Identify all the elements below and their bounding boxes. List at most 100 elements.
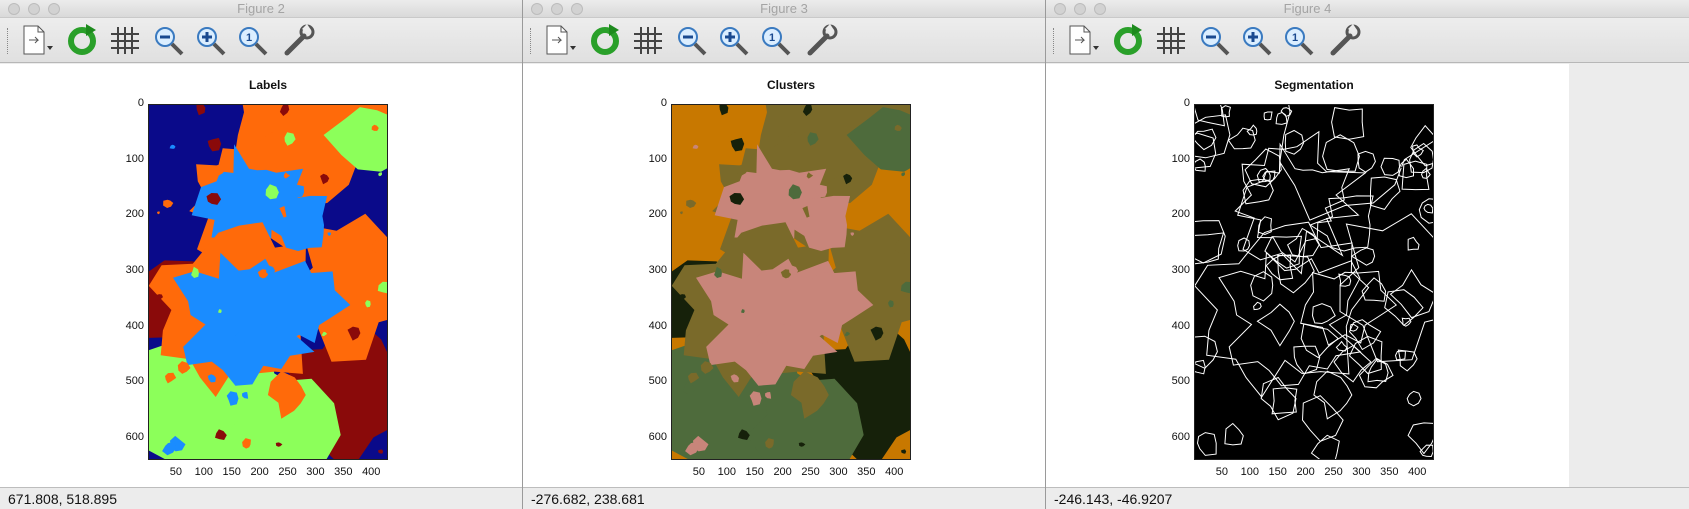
new-figure-icon[interactable] xyxy=(16,22,54,58)
y-tick-label: 300 xyxy=(648,263,667,276)
y-tick-label: 200 xyxy=(648,208,667,221)
x-tick-label: 100 xyxy=(717,466,736,478)
x-tick-label: 200 xyxy=(773,466,792,478)
figure-window-3: Figure 3 1 Clusters 0 100 200 300 400 500 600 5… xyxy=(523,0,1046,509)
zoom-in-icon[interactable] xyxy=(715,22,753,58)
x-tick-label: 50 xyxy=(1215,466,1229,478)
x-tick-label: 350 xyxy=(857,466,876,478)
y-tick-label: 500 xyxy=(125,375,144,388)
y-tick-label: 400 xyxy=(125,319,144,332)
y-tick-label: 300 xyxy=(1171,263,1190,276)
y-tick-label: 300 xyxy=(125,263,144,276)
zoom-reset-icon[interactable]: 1 xyxy=(757,22,795,58)
toolbar: 1 xyxy=(523,18,1045,63)
y-tick-label: 100 xyxy=(1171,152,1190,165)
toolbar-grip xyxy=(1053,28,1056,54)
status-bar: 671.808, 518.895 xyxy=(0,487,522,509)
svg-text:1: 1 xyxy=(769,32,775,44)
x-tick-label: 200 xyxy=(1296,466,1315,478)
x-tick-label: 350 xyxy=(1380,466,1399,478)
x-tick-label: 200 xyxy=(250,466,269,478)
x-tick-label: 150 xyxy=(745,466,764,478)
zoom-in-icon[interactable] xyxy=(192,22,230,58)
refresh-icon[interactable] xyxy=(1110,22,1148,58)
zoom-out-icon[interactable] xyxy=(150,22,188,58)
x-tick-label: 400 xyxy=(362,466,381,478)
close-icon[interactable] xyxy=(1054,3,1066,15)
grid-icon[interactable] xyxy=(1152,22,1190,58)
figure-canvas[interactable]: Labels 0 100 200 300 400 500 600 50 100 150 200 250… xyxy=(0,64,522,487)
x-tick-label: 400 xyxy=(885,466,904,478)
y-tick-label: 200 xyxy=(1171,208,1190,221)
zoom-out-icon[interactable] xyxy=(1196,22,1234,58)
x-tick-label: 100 xyxy=(194,466,213,478)
minimize-icon[interactable] xyxy=(28,3,40,15)
x-tick-label: 350 xyxy=(334,466,353,478)
zoom-in-icon[interactable] xyxy=(1238,22,1276,58)
y-tick-label: 500 xyxy=(648,375,667,388)
titlebar[interactable]: Figure 4 xyxy=(1046,0,1689,18)
window-title: Figure 3 xyxy=(760,1,808,16)
titlebar[interactable]: Figure 2 xyxy=(0,0,522,18)
traffic-lights xyxy=(531,3,583,15)
maximize-icon[interactable] xyxy=(571,3,583,15)
axes-title: Labels xyxy=(248,78,287,92)
x-tick-label: 300 xyxy=(306,466,325,478)
minimize-icon[interactable] xyxy=(1074,3,1086,15)
image-content xyxy=(672,105,910,459)
maximize-icon[interactable] xyxy=(1094,3,1106,15)
y-tick-label: 600 xyxy=(1171,430,1190,443)
axes-title: Segmentation xyxy=(1274,78,1354,92)
y-tick-label: 0 xyxy=(660,97,667,109)
y-tick-label: 0 xyxy=(137,97,144,109)
toolbar: 1 xyxy=(0,18,522,63)
y-tick-label: 200 xyxy=(125,208,144,221)
figure-window-2: Figure 2 1 Labels 0 100 200 300 400 500 600 50 1… xyxy=(0,0,523,509)
figure-canvas[interactable]: Clusters 0 100 200 300 400 500 600 50 100 150 200 2… xyxy=(523,64,1045,487)
image-plot[interactable] xyxy=(671,104,911,460)
traffic-lights xyxy=(8,3,60,15)
x-tick-label: 250 xyxy=(801,466,820,478)
figure-window-4: Figure 4 1 Segmentation 0 100 200 300 400 500… xyxy=(1046,0,1689,509)
zoom-out-icon[interactable] xyxy=(673,22,711,58)
settings-wrench-icon[interactable] xyxy=(1326,22,1364,58)
y-tick-label: 0 xyxy=(1183,97,1190,109)
x-tick-label: 250 xyxy=(278,466,297,478)
close-icon[interactable] xyxy=(531,3,543,15)
settings-wrench-icon[interactable] xyxy=(280,22,318,58)
image-content xyxy=(149,105,387,459)
zoom-reset-icon[interactable]: 1 xyxy=(1280,22,1318,58)
toolbar-grip xyxy=(7,28,10,54)
minimize-icon[interactable] xyxy=(551,3,563,15)
close-icon[interactable] xyxy=(8,3,20,15)
y-tick-label: 100 xyxy=(648,152,667,165)
new-figure-icon[interactable] xyxy=(1062,22,1100,58)
settings-wrench-icon[interactable] xyxy=(803,22,841,58)
refresh-icon[interactable] xyxy=(64,22,102,58)
grid-icon[interactable] xyxy=(106,22,144,58)
x-tick-label: 250 xyxy=(1324,466,1343,478)
image-content xyxy=(1195,105,1433,459)
titlebar[interactable]: Figure 3 xyxy=(523,0,1045,18)
window-title: Figure 2 xyxy=(237,1,285,16)
y-tick-label: 600 xyxy=(648,430,667,443)
axes-title: Clusters xyxy=(766,78,816,92)
y-tick-label: 500 xyxy=(1171,375,1190,388)
new-figure-icon[interactable] xyxy=(539,22,577,58)
figure-canvas[interactable]: Segmentation 0 100 200 300 400 500 600 50 100 150… xyxy=(1046,64,1569,487)
x-tick-label: 300 xyxy=(829,466,848,478)
x-tick-label: 100 xyxy=(1240,466,1259,478)
image-plot[interactable] xyxy=(148,104,388,460)
status-bar: -246.143, -46.9207 xyxy=(1046,487,1689,509)
grid-icon[interactable] xyxy=(629,22,667,58)
zoom-reset-icon[interactable]: 1 xyxy=(234,22,272,58)
image-plot[interactable] xyxy=(1194,104,1434,460)
refresh-icon[interactable] xyxy=(587,22,625,58)
maximize-icon[interactable] xyxy=(48,3,60,15)
status-bar: -276.682, 238.681 xyxy=(523,487,1045,509)
svg-text:1: 1 xyxy=(1292,32,1298,44)
toolbar-grip xyxy=(530,28,533,54)
y-tick-label: 100 xyxy=(125,152,144,165)
y-tick-label: 400 xyxy=(1171,319,1190,332)
y-tick-label: 400 xyxy=(648,319,667,332)
